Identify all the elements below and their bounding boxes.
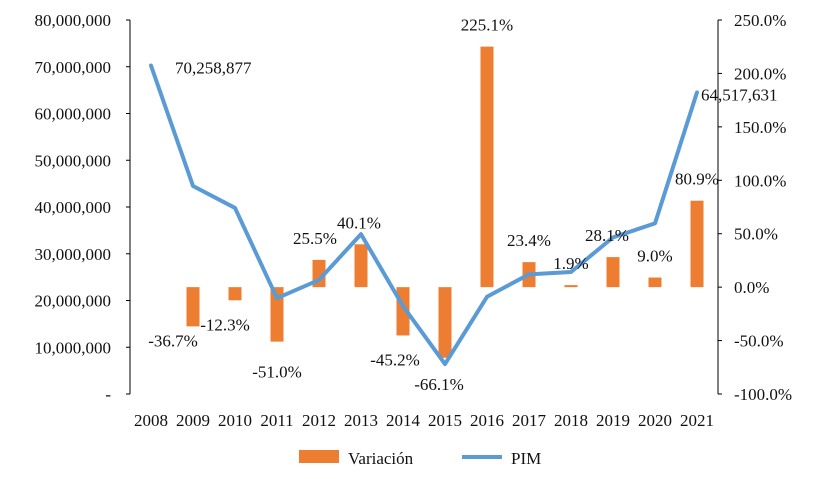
- x-tick-label: 2009: [176, 411, 210, 430]
- bar: [229, 287, 242, 300]
- x-tick-label: 2021: [680, 411, 714, 430]
- legend-label-variacion: Variación: [348, 449, 414, 468]
- x-tick-label: 2020: [638, 411, 672, 430]
- bar: [439, 287, 452, 358]
- bar-data-label: 225.1%: [461, 16, 513, 35]
- right-tick-label: 200.0%: [734, 64, 786, 83]
- left-tick-label: 80,000,000: [35, 11, 112, 30]
- left-tick-label: 50,000,000: [35, 151, 112, 170]
- right-tick-label: 0.0%: [734, 278, 769, 297]
- x-tick-label: 2015: [428, 411, 462, 430]
- right-tick-label: 150.0%: [734, 118, 786, 137]
- x-tick-label: 2018: [554, 411, 588, 430]
- x-tick-label: 2012: [302, 411, 336, 430]
- legend-swatch-variacion: [299, 450, 339, 463]
- x-tick-label: 2011: [260, 411, 293, 430]
- legend: Variación PIM: [299, 449, 541, 468]
- bar-data-label: 1.9%: [553, 254, 588, 273]
- bar: [649, 278, 662, 288]
- left-tick-label: 10,000,000: [35, 338, 112, 357]
- x-tick-label: 2017: [512, 411, 547, 430]
- bar: [607, 257, 620, 287]
- legend-label-pim: PIM: [511, 449, 541, 468]
- x-tick-label: 2014: [386, 411, 421, 430]
- left-tick-label: 30,000,000: [35, 245, 112, 264]
- right-tick-label: -50.0%: [734, 332, 784, 351]
- bar-data-label: -45.2%: [370, 350, 420, 369]
- right-tick-label: 50.0%: [734, 225, 778, 244]
- left-tick-label: 70,000,000: [35, 58, 112, 77]
- bar: [691, 201, 704, 287]
- bars-layer: [187, 47, 704, 358]
- right-tick-label: 250.0%: [734, 11, 786, 30]
- bar-data-label: 9.0%: [637, 247, 672, 266]
- bar-data-label: -36.7%: [148, 331, 198, 350]
- line-data-label: 64,517,631: [701, 85, 778, 104]
- x-tick-label: 2008: [134, 411, 168, 430]
- left-tick-label: 20,000,000: [35, 292, 112, 311]
- bar-data-label: -66.1%: [414, 375, 464, 394]
- bar: [187, 287, 200, 326]
- x-tick-label: 2019: [596, 411, 630, 430]
- bar: [355, 244, 368, 287]
- x-tick-label: 2010: [218, 411, 252, 430]
- x-tick-label: 2016: [470, 411, 504, 430]
- bar-data-label: -51.0%: [252, 363, 302, 382]
- left-tick-label: 60,000,000: [35, 105, 112, 124]
- bar-data-label: 40.1%: [337, 213, 381, 232]
- x-tick-label: 2013: [344, 411, 378, 430]
- left-tick-label: 40,000,000: [35, 198, 112, 217]
- left-tick-label: -: [105, 385, 111, 404]
- bar-data-label: 80.9%: [675, 170, 719, 189]
- bar-data-label: 25.5%: [293, 229, 337, 248]
- bar: [481, 47, 494, 288]
- right-tick-label: -100.0%: [734, 385, 792, 404]
- line-data-label: 70,258,877: [175, 59, 252, 78]
- bar: [565, 285, 578, 287]
- bar-data-label: 23.4%: [507, 231, 551, 250]
- bar-data-label: -12.3%: [200, 315, 250, 334]
- right-tick-label: 100.0%: [734, 171, 786, 190]
- bar-data-label: 28.1%: [585, 226, 629, 245]
